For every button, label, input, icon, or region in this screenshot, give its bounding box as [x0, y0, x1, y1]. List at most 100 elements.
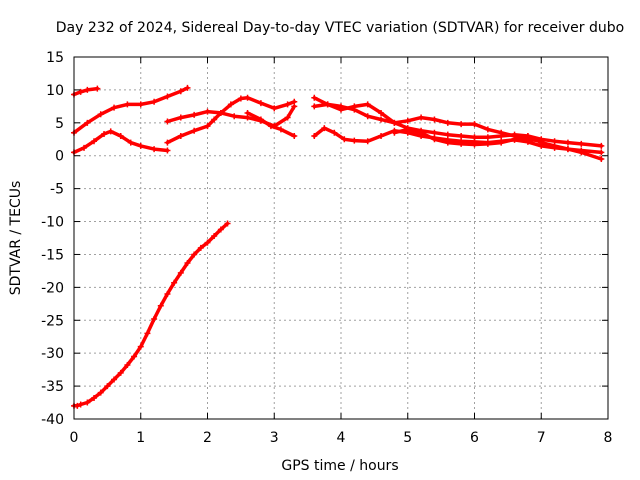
data-point — [217, 109, 224, 116]
data-point — [564, 146, 571, 153]
data-point — [91, 394, 98, 401]
data-point — [144, 330, 151, 337]
data-point — [551, 142, 558, 149]
data-point — [111, 376, 118, 383]
data-point — [321, 125, 328, 132]
data-point — [84, 86, 91, 93]
x-tick-label: 6 — [470, 430, 479, 446]
data-point — [211, 116, 218, 123]
data-point — [431, 116, 438, 123]
data-point — [91, 138, 98, 145]
data-point — [378, 132, 385, 139]
data-point — [341, 136, 348, 143]
data-point — [444, 139, 451, 146]
data-point — [97, 111, 104, 118]
data-point — [204, 239, 211, 246]
data-point — [267, 123, 274, 130]
data-point — [117, 369, 124, 376]
x-tick-label: 7 — [537, 430, 546, 446]
data-point — [84, 119, 91, 126]
data-point — [257, 100, 264, 107]
data-point — [164, 139, 171, 146]
data-point — [311, 132, 318, 139]
data-point — [127, 139, 134, 146]
data-point — [484, 134, 491, 141]
data-point — [277, 126, 284, 133]
data-point — [84, 399, 91, 406]
data-point — [157, 302, 164, 309]
data-point — [538, 139, 545, 146]
data-point — [431, 129, 438, 136]
data-point — [244, 109, 251, 116]
data-point — [177, 114, 184, 121]
data-point — [131, 353, 138, 360]
data-point — [471, 121, 478, 128]
data-point — [184, 84, 191, 91]
data-point — [137, 142, 144, 149]
data-point — [197, 244, 204, 251]
data-point — [151, 315, 158, 322]
data-point — [104, 383, 111, 390]
data-point — [351, 137, 358, 144]
data-point — [244, 94, 251, 101]
y-tick-label: 15 — [46, 50, 64, 66]
data-point — [378, 116, 385, 123]
x-tick-label: 8 — [604, 430, 613, 446]
data-point — [598, 142, 605, 149]
data-point — [404, 126, 411, 133]
data-point — [164, 290, 171, 297]
data-point — [137, 101, 144, 108]
data-point — [364, 113, 371, 120]
x-tick-label: 0 — [70, 430, 79, 446]
data-point — [511, 136, 518, 143]
data-point — [418, 129, 425, 136]
data-point — [164, 118, 171, 125]
data-point — [284, 114, 291, 121]
y-tick-label: -40 — [41, 412, 64, 428]
data-point — [578, 140, 585, 147]
axis-ticks: 0 1 2 3 4 5 6 7 8 -40 -35 -30 -25 -20 -15 -10 -5 0 5 10 15 — [41, 50, 612, 446]
x-tick-label: 2 — [203, 430, 212, 446]
data-point — [324, 101, 331, 108]
y-axis-label: SDTVAR / TECUs — [8, 181, 24, 296]
data-point — [498, 139, 505, 146]
chart-title: Day 232 of 2024, Sidereal Day-to-day VTE… — [56, 20, 624, 36]
data-point — [77, 401, 84, 408]
data-point — [444, 131, 451, 138]
data-point — [74, 402, 81, 409]
data-point — [97, 389, 104, 396]
data-point — [191, 111, 198, 118]
data-point — [151, 146, 158, 153]
x-tick-label: 3 — [270, 430, 279, 446]
y-tick-label: -10 — [41, 215, 64, 231]
data-point — [217, 226, 224, 233]
data-point — [81, 144, 88, 151]
data-point — [231, 113, 238, 120]
y-tick-label: -35 — [41, 379, 64, 395]
y-tick-label: 5 — [55, 116, 64, 132]
data-point — [311, 103, 318, 110]
data-traces — [71, 84, 605, 409]
data-point — [291, 132, 298, 139]
data-point — [271, 105, 278, 112]
data-point — [564, 139, 571, 146]
satellite-track-11 — [72, 221, 230, 408]
data-point — [311, 94, 318, 101]
data-point — [498, 129, 505, 136]
data-point — [391, 119, 398, 126]
data-point — [378, 109, 385, 116]
data-point — [284, 101, 291, 108]
data-point — [458, 140, 465, 147]
data-point — [237, 95, 244, 102]
y-tick-label: 0 — [55, 149, 64, 165]
data-point — [117, 132, 124, 139]
data-point — [111, 104, 118, 111]
data-point — [391, 129, 398, 136]
satellite-track-7 — [312, 96, 604, 148]
data-point — [177, 269, 184, 276]
data-point — [364, 101, 371, 108]
grid-lines — [74, 57, 608, 419]
data-point — [524, 132, 531, 139]
satellite-track-10 — [392, 127, 604, 155]
